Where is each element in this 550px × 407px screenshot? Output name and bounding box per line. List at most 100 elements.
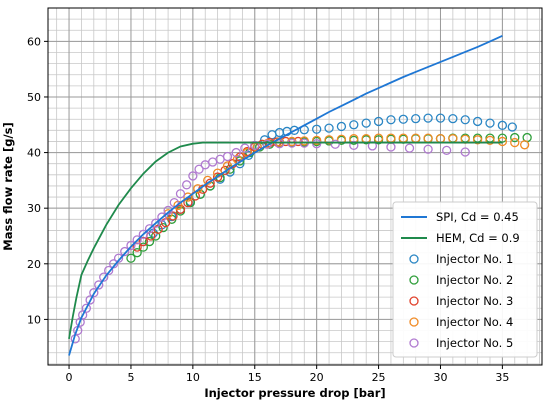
y-tick-label: 50	[27, 91, 41, 104]
data-point	[138, 242, 148, 252]
data-point	[126, 253, 136, 263]
y-tick-label: 10	[27, 313, 41, 326]
data-point	[151, 218, 161, 228]
data-point	[442, 145, 452, 156]
data-point	[132, 248, 142, 258]
legend-box	[392, 201, 538, 358]
spi-line	[68, 34, 503, 356]
data-point	[520, 140, 530, 150]
data-point	[89, 288, 99, 298]
data-point	[349, 140, 359, 151]
data-point	[472, 116, 483, 127]
data-point	[289, 125, 300, 135]
data-point	[195, 189, 205, 199]
y-tick-label: 60	[27, 35, 41, 48]
data-point	[168, 211, 178, 221]
data-point	[99, 272, 109, 282]
data-point	[324, 123, 334, 133]
data-point	[113, 253, 124, 263]
data-point	[94, 280, 104, 290]
legend-label: SPI, Cd = 0.45	[436, 210, 519, 224]
data-point	[312, 135, 322, 145]
data-point	[361, 118, 371, 128]
x-tick-label: 10	[186, 371, 200, 384]
x-axis-ticks: 0 5 10 15 20 25 30 35	[66, 365, 509, 384]
legend-label: Injector No. 3	[436, 294, 513, 308]
x-tick-label: 25	[372, 371, 386, 384]
data-point	[250, 140, 260, 151]
series-injector-5	[70, 138, 470, 344]
y-tick-label: 40	[27, 147, 41, 160]
data-point	[373, 116, 384, 127]
x-axis-label: Injector pressure drop [bar]	[204, 386, 385, 400]
data-point	[312, 124, 322, 134]
data-point	[212, 172, 223, 182]
legend-marker-swatch	[409, 338, 419, 348]
y-tick-label: 20	[27, 258, 41, 271]
data-point	[485, 135, 495, 145]
data-point	[81, 303, 92, 313]
data-point	[349, 120, 359, 130]
x-tick-label: 5	[127, 371, 134, 384]
data-point	[460, 115, 470, 125]
data-point	[460, 147, 470, 157]
plot-frame	[47, 7, 543, 366]
data-point	[138, 229, 148, 239]
data-point	[510, 132, 520, 143]
data-point	[153, 224, 163, 234]
y-axis-label: Mass flow rate [g/s]	[1, 122, 15, 250]
legend-marker-swatch	[409, 254, 419, 264]
data-point	[120, 246, 130, 257]
data-point	[183, 197, 193, 208]
data-point	[85, 295, 95, 305]
legend-label: Injector No. 1	[436, 252, 513, 266]
x-tick-label: 15	[248, 371, 262, 384]
data-point	[336, 121, 347, 132]
y-axis-ticks: 10 20 30 40 50 60	[27, 35, 48, 326]
x-tick-label: 20	[310, 371, 324, 384]
data-point	[144, 224, 155, 234]
legend-marker-swatch	[409, 275, 419, 285]
data-point	[281, 136, 291, 147]
data-point	[126, 240, 136, 251]
legend-label: Injector No. 4	[436, 315, 513, 329]
data-point	[132, 242, 142, 252]
lines-layer	[68, 34, 503, 356]
data-point	[175, 189, 186, 199]
data-point	[497, 136, 508, 147]
data-point	[293, 136, 303, 147]
data-point	[104, 265, 114, 276]
y-tick-label: 30	[27, 202, 41, 215]
data-point	[182, 180, 192, 190]
data-point	[222, 151, 233, 162]
data-point	[435, 113, 446, 123]
data-point	[324, 135, 334, 145]
data-point	[510, 137, 520, 148]
data-point	[448, 114, 458, 124]
x-tick-label: 30	[433, 371, 447, 384]
legend-label: Injector No. 5	[436, 336, 513, 350]
data-point	[183, 192, 193, 202]
data-point	[423, 144, 433, 154]
data-point	[497, 120, 508, 130]
data-point	[188, 171, 198, 181]
data-point	[485, 118, 495, 128]
legend-label: HEM, Cd = 0.9	[436, 231, 520, 245]
data-point	[398, 114, 408, 124]
data-point	[507, 122, 517, 132]
data-point	[404, 143, 415, 153]
legend: SPI, Cd = 0.45 HEM, Cd = 0.9 Injector No. …	[392, 201, 538, 358]
data-point	[312, 139, 322, 149]
legend-marker-swatch	[409, 317, 419, 327]
data-point	[231, 147, 241, 158]
x-tick-label: 35	[495, 371, 509, 384]
data-point	[240, 143, 250, 153]
data-point	[330, 139, 340, 149]
data-point	[386, 115, 396, 125]
data-point	[158, 222, 168, 233]
data-point	[472, 135, 483, 145]
data-point	[157, 212, 167, 222]
hem-line	[68, 141, 503, 340]
x-tick-label: 0	[66, 371, 73, 384]
